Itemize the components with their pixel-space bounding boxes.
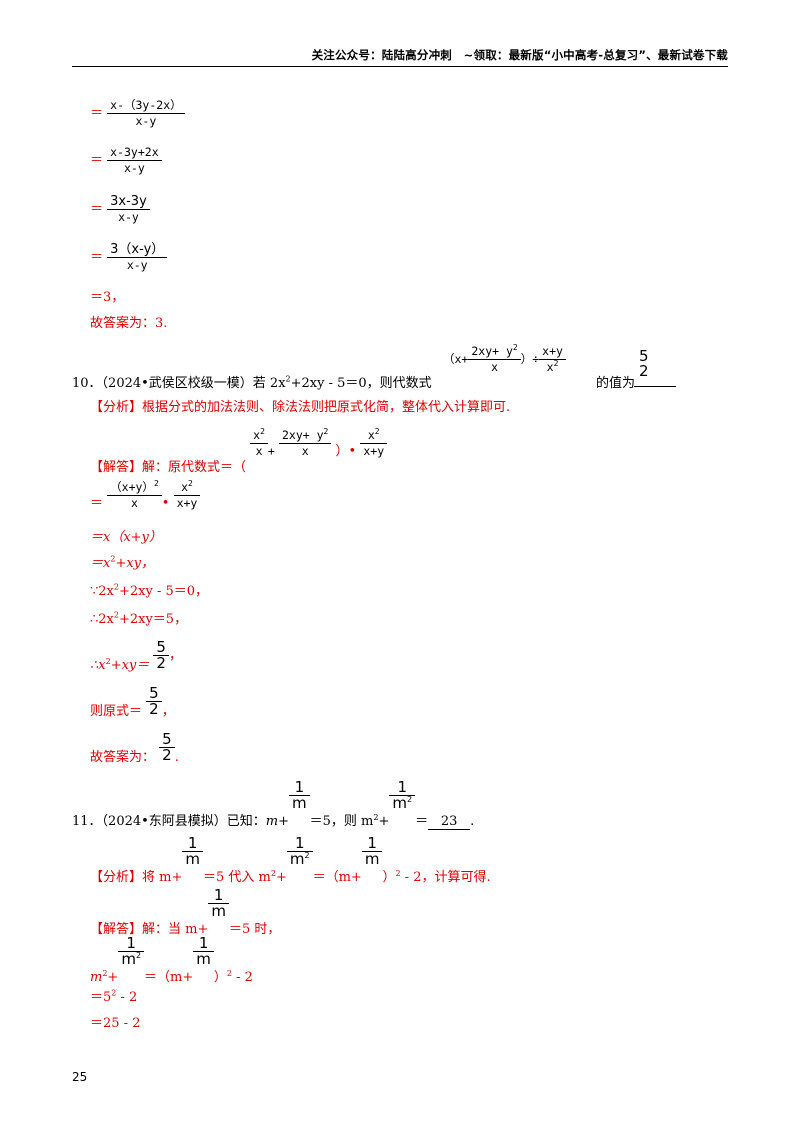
q10-sol-frac3: x2 x+y bbox=[360, 428, 388, 459]
q11-line3: ＝52 - 2 bbox=[90, 988, 138, 1005]
q10-step2-frac: （x+y）2 x bbox=[107, 480, 162, 511]
q9-step4: ＝ 3（x-y） x-y bbox=[90, 242, 168, 273]
q10-answer-underline bbox=[634, 386, 676, 387]
q10-question: 10．（2024•武侯区校级一模）若 2x2+2xy - 5＝0，则代数式 bbox=[72, 374, 432, 391]
page-number: 25 bbox=[72, 1070, 88, 1084]
q10-step2: ＝ （x+y）2 x • x2 x+y bbox=[90, 480, 201, 511]
q10-step7: ∴x2+xy＝ 5 2， bbox=[90, 638, 182, 674]
q9-step3-fraction: 3x-3y x-y bbox=[107, 194, 150, 225]
q11-answer: 23 bbox=[428, 814, 471, 830]
q10-sol-frac1: x2 x bbox=[250, 428, 268, 459]
q10-sol-frac2: 2xy+ y2 x bbox=[279, 428, 332, 459]
q10-expr-fraction-2: x+y x2 bbox=[539, 344, 566, 375]
q10-step8: 则原式＝ 5 2， bbox=[90, 684, 175, 720]
q9-step4-fraction: 3（x-y） x-y bbox=[107, 242, 168, 273]
q11-analysis: 【分析】将 m+ 1 m ＝5 代入 m2+ 1 m2 ＝（m+ 1 m ）2 - 2，计算可得. bbox=[90, 834, 491, 886]
q10-expr-fraction: 2xy+ y2 x bbox=[468, 344, 521, 375]
q9-step5: ＝3， bbox=[90, 290, 125, 305]
q11-analysis-frac2: 1 m2 bbox=[286, 836, 313, 867]
q10-step5: ∵2x2+2xy - 5＝0， bbox=[90, 582, 209, 599]
q10-expression: （x+ 2xy+ y2 x ）÷ x+y x2 bbox=[443, 344, 566, 375]
q9-step1: ＝ x-（3y-2x） x-y bbox=[90, 98, 185, 129]
q9-step2-fraction: x-3y+2x x-y bbox=[107, 145, 162, 176]
q10-step2-frac2: x2 x+y bbox=[173, 480, 201, 511]
q11-line4: ＝25 - 2 bbox=[90, 1016, 141, 1031]
q9-step1-fraction: x-（3y-2x） x-y bbox=[107, 98, 185, 129]
q10-step6: ∴2x2+2xy＝5， bbox=[90, 610, 188, 627]
page-header: 关注公众号：陆陆高分冲刺 ~领取：最新版“小中高考-总复习”、最新试卷下载 bbox=[311, 48, 728, 62]
q9-step3: ＝ 3x-3y x-y bbox=[90, 194, 150, 225]
q11-solution: 【解答】解：当 m+ 1 m ＝5 时， bbox=[90, 886, 281, 938]
q9-answer: 故答案为：3. bbox=[90, 316, 168, 331]
q11-line2-frac1: 1 m2 bbox=[118, 936, 145, 967]
q9-step2: ＝ x-3y+2x x-y bbox=[90, 145, 162, 176]
q10-step3: ＝x（x+y） bbox=[90, 530, 162, 545]
q10-analysis: 【分析】根据分式的加法法则、除法法则把原式化简，整体代入计算即可. bbox=[90, 400, 511, 415]
q11-frac2: 1 m2 bbox=[389, 780, 416, 811]
q11-question: 11．（2024•东阿县模拟）已知：m+ 1 m ＝5，则 m2+ 1 m2 ＝ 23. bbox=[72, 778, 475, 830]
q10-step4: ＝x2+xy， bbox=[90, 554, 155, 571]
q11-line2: m2+ 1 m2 ＝（m+ 1 m ）2 - 2 bbox=[90, 934, 253, 986]
q10-value-of: 的值为 bbox=[596, 376, 636, 391]
header-rule bbox=[72, 66, 728, 67]
q10-solution: 【解答】解：原代数式＝（ x2 x + 2xy+ y2 x ）• x2 x+y bbox=[90, 428, 388, 475]
